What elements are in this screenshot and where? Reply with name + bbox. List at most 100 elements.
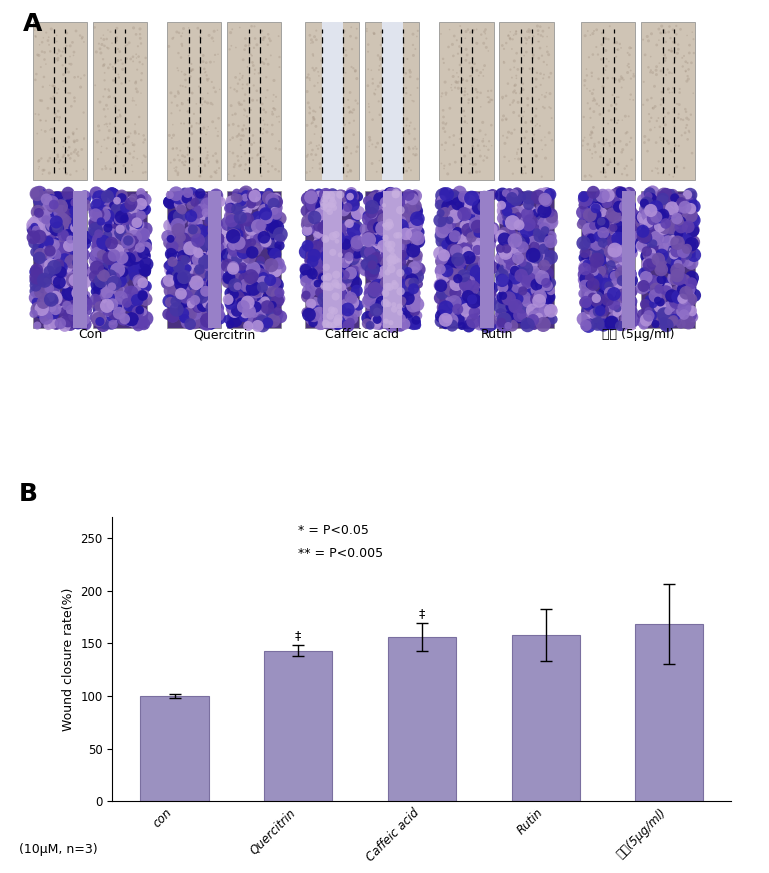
Point <box>122 254 134 268</box>
Point <box>611 258 623 272</box>
Point <box>262 157 275 171</box>
Point <box>407 189 419 203</box>
Point <box>122 252 135 266</box>
Point <box>541 295 553 309</box>
Point <box>591 247 603 261</box>
Point <box>255 150 268 164</box>
Point <box>113 103 125 117</box>
Point <box>477 63 489 77</box>
Point <box>224 43 236 57</box>
Point <box>518 105 531 119</box>
Point <box>521 205 533 219</box>
Point <box>684 237 696 251</box>
Point <box>78 133 90 147</box>
Point <box>448 128 460 142</box>
Point <box>323 315 335 329</box>
Point <box>520 223 532 237</box>
Point <box>345 106 358 120</box>
Point <box>654 233 666 247</box>
Point <box>52 195 64 209</box>
Point <box>320 189 332 203</box>
Point <box>621 46 634 60</box>
Point <box>321 274 334 288</box>
Point <box>594 306 606 320</box>
Point <box>584 234 596 248</box>
Point <box>464 69 476 83</box>
Point <box>370 189 382 203</box>
Point <box>479 23 491 37</box>
Point <box>270 195 282 209</box>
Point <box>175 116 187 130</box>
Point <box>313 69 325 83</box>
Point <box>459 85 471 99</box>
Point <box>465 69 478 83</box>
Point <box>261 275 274 289</box>
Point <box>466 213 478 227</box>
Point <box>538 258 551 272</box>
Point <box>135 239 148 253</box>
Point <box>207 244 219 258</box>
Point <box>139 223 151 237</box>
Point <box>58 277 71 291</box>
Point <box>165 96 178 110</box>
Point <box>581 62 593 76</box>
Point <box>57 217 69 230</box>
Point <box>107 273 119 287</box>
Point <box>233 96 245 110</box>
Point <box>512 95 524 109</box>
Point <box>127 138 139 152</box>
Point <box>201 86 214 100</box>
Point <box>245 19 258 33</box>
Point <box>382 130 394 144</box>
Point <box>439 125 451 139</box>
Point <box>137 203 149 217</box>
Point <box>681 29 693 43</box>
Point <box>438 221 450 235</box>
Point <box>340 268 352 282</box>
Point <box>680 105 692 119</box>
Point <box>542 48 554 62</box>
Point <box>47 294 59 308</box>
Point <box>186 86 198 100</box>
Point <box>224 293 236 307</box>
Point <box>378 245 390 259</box>
Point <box>65 255 78 269</box>
Point <box>645 276 657 290</box>
Point <box>120 252 132 266</box>
Point <box>365 286 377 300</box>
Point <box>407 244 419 258</box>
Point <box>454 297 467 311</box>
Point <box>369 241 381 255</box>
Point <box>193 79 205 93</box>
Point <box>468 296 481 310</box>
Point <box>622 57 634 71</box>
Point <box>265 227 278 241</box>
Point <box>61 269 73 283</box>
Point <box>603 136 615 150</box>
Point <box>327 235 339 249</box>
Point <box>544 235 557 249</box>
Point <box>93 310 105 324</box>
Point <box>686 25 698 39</box>
Point <box>623 60 635 74</box>
Point <box>543 290 555 304</box>
Point <box>585 231 598 245</box>
Point <box>54 200 66 214</box>
Point <box>681 293 693 307</box>
Point <box>45 192 58 206</box>
Point <box>107 318 119 332</box>
Point <box>544 304 557 318</box>
Point <box>96 162 108 176</box>
Point <box>95 213 107 227</box>
Point <box>435 199 448 213</box>
Point <box>194 141 206 155</box>
Point <box>436 138 448 152</box>
Point <box>362 212 375 226</box>
Point <box>651 162 664 175</box>
Point <box>66 284 78 298</box>
Point <box>270 275 282 289</box>
Point <box>349 276 361 290</box>
Point <box>39 125 52 139</box>
Point <box>533 223 545 237</box>
Point <box>96 38 108 52</box>
